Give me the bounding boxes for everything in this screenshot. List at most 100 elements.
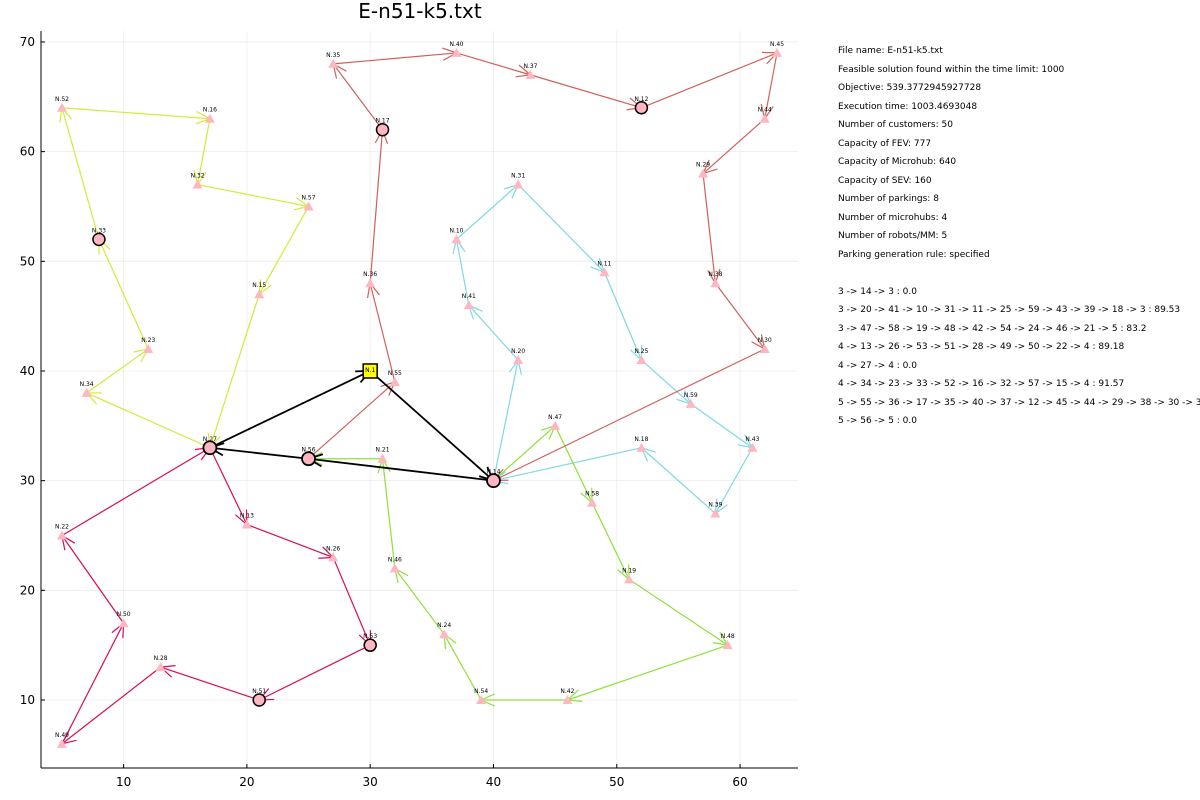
route-line: 3 -> 20 -> 41 -> 10 -> 31 -> 11 -> 25 ->… [838,305,1181,315]
x-tick-label: 40 [486,775,501,789]
route-edge [381,458,396,569]
node-label: N.37 [523,63,537,70]
route-edge [61,666,161,745]
customer-marker [56,102,67,112]
route-line: 3 -> 47 -> 58 -> 19 -> 48 -> 42 -> 54 ->… [838,323,1147,334]
node-label: N.57 [302,194,316,201]
y-tick-label: 50 [20,254,35,268]
customer-marker [451,47,462,57]
route-edge [308,381,396,460]
customer-marker [143,344,154,354]
customer-marker [710,278,721,288]
axes: 10 20 30 40 50 60 10 20 30 40 50 60 70 [20,31,798,789]
node-label: N.29 [696,162,710,169]
route-edge [86,392,211,449]
customer-marker [636,355,647,365]
route-edge [493,348,765,482]
route-edge [641,52,778,109]
customer-marker [389,563,400,573]
customer-marker [722,640,733,650]
customer-marker [81,387,92,397]
node-label: N.24 [437,622,451,629]
solution-info-panel: File name: E-n51-k5.txt Feasible solutio… [838,42,1200,431]
route-edge [86,348,149,394]
node-label: N.56 [302,447,316,454]
customer-marker [685,398,696,408]
node-label: N.14 [486,469,500,476]
node-label: N.46 [388,556,402,563]
route-edge [369,283,396,383]
customer-marker [772,47,783,57]
x-tick-label: 30 [363,775,378,789]
node-label: N.44 [758,107,772,114]
customer-marker [56,738,67,748]
parking-marker [363,638,377,652]
fev-edge [369,370,495,482]
route-edge [641,447,716,515]
route-edge [61,535,125,624]
node-label: N.15 [252,282,266,289]
info-line: Number of parkings: 8 [838,194,939,204]
route-edge [197,183,309,208]
route-edge [493,425,556,482]
node-label: N.28 [154,655,168,662]
node-label: N.12 [634,96,648,103]
route-edge [702,118,766,175]
node-label: N.55 [388,370,402,377]
route-edge [492,359,519,481]
route-edge [493,447,642,482]
node-label: N.35 [326,52,340,59]
x-tick-label: 10 [116,775,131,789]
node-label: N.36 [363,271,377,278]
customer-marker [451,234,462,244]
info-line: Parking generation rule: specified [838,249,990,260]
customer-marker [636,442,647,452]
customer-marker [698,168,709,178]
node-label: N.47 [548,414,562,421]
route-edge [246,523,334,558]
node-markers [56,47,783,748]
node-label: N.40 [449,41,463,48]
customer-marker [513,179,524,189]
info-line: Execution time: 1003.4693048 [838,101,978,112]
node-label: N.17 [375,118,389,125]
route-edge [554,425,593,503]
route-edge [394,568,445,635]
route-edge [764,52,778,119]
y-tick-label: 20 [20,583,35,597]
info-line: Capacity of FEV: 777 [838,138,932,149]
route-edges [59,47,779,745]
customer-marker [241,519,252,529]
customer-marker [525,69,536,79]
route-edge [61,447,211,537]
node-label: N.23 [141,337,155,344]
route-edge [714,447,753,514]
customer-marker [747,442,758,452]
customer-marker [513,355,524,365]
node-label: N.41 [462,293,476,300]
node-label: N.45 [770,41,784,48]
customer-marker [759,113,770,123]
node-label: N.18 [634,436,648,443]
route-edge [196,118,211,185]
node-label: N.31 [511,173,525,180]
chart-title: E-n51-k5.txt [358,0,482,23]
node-label: N.50 [117,611,131,618]
route-edge [61,107,210,120]
node-label: N.51 [252,688,266,695]
node-label: N.22 [55,523,69,530]
parking-marker [92,232,106,247]
customer-marker [377,453,388,463]
y-tick-label: 10 [20,693,35,707]
fev-edge [209,370,371,449]
customer-marker [303,201,314,211]
customer-marker [587,497,598,507]
route-edge [209,294,260,448]
customer-marker [599,267,610,277]
route-edge [628,578,729,646]
microhub-marker [202,440,218,456]
route-edge [591,502,630,580]
node-label: N.59 [684,392,698,399]
customer-marker [118,618,129,628]
